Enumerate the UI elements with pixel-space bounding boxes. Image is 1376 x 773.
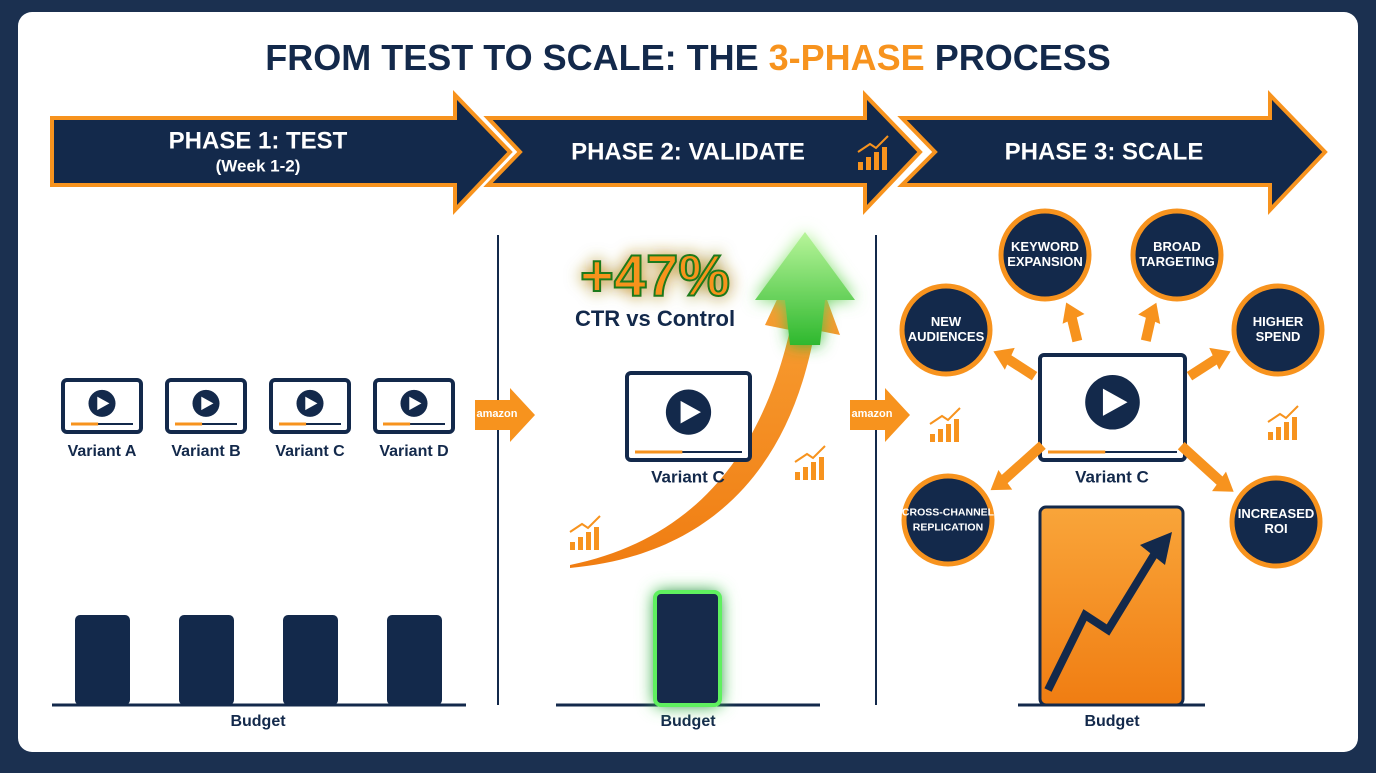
lever-label: REPLICATION [913, 521, 983, 533]
phase-subtitle: (Week 1-2) [216, 156, 301, 175]
lever-arrow-head [993, 347, 1015, 370]
phase-arrow [50, 90, 513, 216]
chart-icon-bar [811, 462, 816, 480]
play-icon [97, 396, 110, 411]
budget-bar [653, 590, 722, 707]
chart-icon-bar [1268, 432, 1273, 440]
chart-icon-line [1267, 405, 1299, 423]
lever-label: SPEND [1256, 329, 1301, 344]
lever-label: KEYWORD [1011, 239, 1079, 254]
lever-arrow-shaft [1177, 441, 1229, 490]
lever-circle [899, 283, 993, 377]
chart-icon-bar [578, 537, 583, 550]
lever-label: TARGETING [1139, 254, 1215, 269]
lever-label: INCREASED [1238, 506, 1315, 521]
play-icon [409, 396, 422, 411]
chart-icon-bar [803, 467, 808, 480]
lever-label: ROI [1264, 521, 1287, 536]
lever-label: AUDIENCES [908, 329, 985, 344]
chart-icon-bar [1292, 417, 1297, 440]
chart-icon-bar [874, 152, 879, 170]
lever-arrow-shaft [995, 441, 1046, 489]
budget-label: Budget [1084, 713, 1140, 730]
trend-line [1044, 542, 1164, 692]
chart-icon-bar [858, 162, 863, 170]
play-icon [305, 396, 318, 411]
chart-icon-bar [882, 147, 887, 170]
chart-icon-bar [938, 429, 943, 442]
connector-arrow [475, 388, 535, 442]
budget-bar [179, 615, 234, 705]
variant-label: Variant C [1075, 467, 1149, 486]
play-icon [680, 400, 701, 424]
chart-icon-bar [795, 472, 800, 480]
chart-icon-bar [866, 157, 871, 170]
lift-value: +47% [580, 243, 730, 308]
budget-label: Budget [230, 713, 286, 730]
chart-icon-bar [1276, 427, 1281, 440]
lever-arrow-head [1138, 302, 1161, 325]
phase-title: PHASE 2: VALIDATE [571, 138, 805, 165]
growth-arrow [570, 240, 840, 568]
chart-icon-line [857, 135, 889, 153]
connector-label: amazon [852, 408, 893, 420]
play-icon [201, 396, 214, 411]
chart-icon-line [929, 407, 961, 425]
phase-title: PHASE 3: SCALE [1005, 138, 1204, 165]
lift-caption: CTR vs Control [575, 306, 735, 331]
title: FROM TEST TO SCALE: THE 3-PHASE PROCESS [265, 37, 1110, 78]
chart-icon-bar [594, 527, 599, 550]
chart-icon-bar [819, 457, 824, 480]
lever-arrow-head [1062, 302, 1085, 324]
connector-arrow [850, 388, 910, 442]
budget-bar [75, 615, 130, 705]
chart-icon-bar [946, 424, 951, 442]
budget-label: Budget [660, 713, 716, 730]
phase-arrow [483, 90, 923, 216]
lever-circle [901, 473, 995, 567]
lever-label: HIGHER [1253, 314, 1304, 329]
lever-label: NEW [931, 314, 962, 329]
chart-icon-bar [954, 419, 959, 442]
trend-head [1140, 532, 1172, 565]
budget-bar [387, 615, 442, 705]
phase-title: PHASE 1: TEST [169, 127, 348, 154]
connector-label: amazon [477, 408, 518, 420]
chart-icon-bar [930, 434, 935, 442]
lever-circle [1231, 283, 1325, 377]
lever-circle [1229, 475, 1323, 569]
chart-icon-bar [570, 542, 575, 550]
chart-icon-bar [586, 532, 591, 550]
chart-icon-bar [1284, 422, 1289, 440]
lever-label: EXPANSION [1007, 254, 1083, 269]
variant-label: Variant B [171, 443, 240, 460]
budget-bar [1038, 505, 1185, 707]
variant-label: Variant C [651, 467, 725, 486]
lever-circle [1130, 208, 1224, 302]
chart-icon-line [794, 445, 826, 463]
variant-label: Variant D [379, 443, 448, 460]
lever-label: CROSS-CHANNEL [902, 506, 995, 518]
play-icon [1102, 388, 1128, 416]
lever-circle [998, 208, 1092, 302]
lever-arrow-head [1209, 347, 1231, 370]
growth-arrowhead [755, 232, 855, 345]
lever-arrow-head [990, 469, 1013, 491]
lever-label: BROAD [1153, 239, 1201, 254]
variant-label: Variant A [68, 443, 137, 460]
lever-arrow-head [1212, 471, 1234, 492]
variant-label: Variant C [275, 443, 345, 460]
chart-icon-line [569, 515, 601, 533]
phase-arrow [897, 90, 1328, 216]
budget-bar [283, 615, 338, 705]
